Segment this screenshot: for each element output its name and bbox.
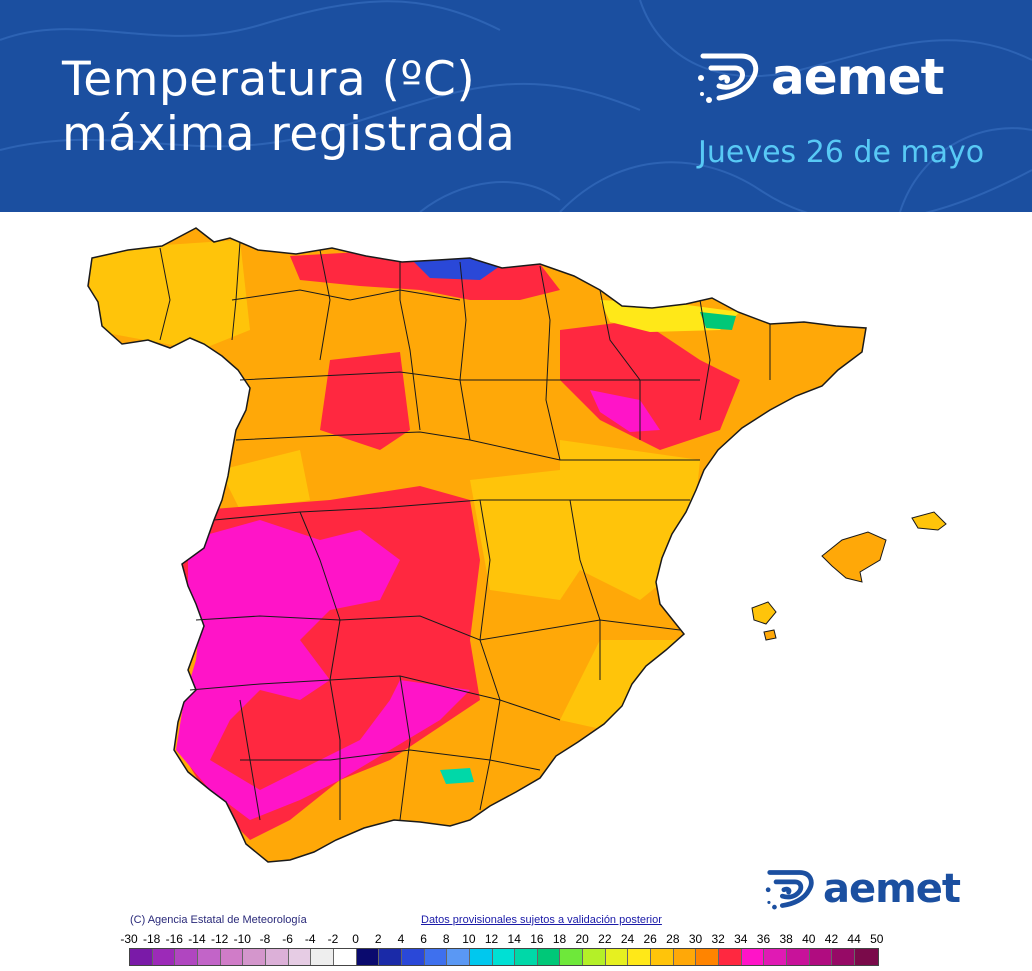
aemet-swirl-logo-icon [698, 53, 759, 103]
legend-tick-label: -16 [165, 932, 183, 946]
legend-tick-label: 38 [779, 932, 793, 946]
mainland-spain [87, 227, 867, 863]
temperature-map [87, 227, 947, 863]
legend-swatch [560, 949, 584, 965]
map-title: Temperatura (ºC) máxima registrada [62, 52, 515, 162]
legend-tick-label: -12 [210, 932, 229, 946]
legend-tick-label: -6 [282, 932, 293, 946]
temperature-color-scale [129, 948, 879, 966]
legend-swatch [696, 949, 720, 965]
legend-swatch [424, 949, 448, 965]
legend-tick-label: 12 [484, 932, 499, 946]
legend-swatch [583, 949, 606, 965]
legend-swatch [628, 949, 652, 965]
legend-swatch [243, 949, 266, 965]
legend-swatch [265, 949, 289, 965]
aemet-logo-footer: aemet [765, 866, 961, 912]
legend-swatch [175, 949, 198, 965]
legend-tick-label: -8 [259, 932, 271, 946]
balearic-islands [751, 511, 947, 641]
aemet-wordmark: aemet [823, 866, 961, 912]
legend-swatch [356, 949, 380, 965]
legend-swatch [719, 949, 742, 965]
legend-tick-label: 16 [530, 932, 544, 946]
legend-swatch [333, 949, 357, 965]
legend-swatch [515, 949, 538, 965]
legend-tick-label: 10 [462, 932, 476, 946]
legend-swatch [152, 949, 176, 965]
legend-swatch [130, 949, 153, 965]
legend-tick-label: 40 [802, 932, 816, 946]
legend-tick-label: 26 [643, 932, 657, 946]
legend-swatch [741, 949, 765, 965]
legend-tick-label: 0 [352, 932, 359, 946]
legend-swatch [447, 949, 470, 965]
province-borders [159, 241, 771, 821]
legend-swatch [537, 949, 561, 965]
legend-tick-label: 24 [620, 932, 635, 946]
legend-swatch [311, 949, 334, 965]
aemet-swirl-logo-icon [765, 870, 814, 910]
legend-tick-label: 18 [552, 932, 567, 946]
legend-swatch [764, 949, 788, 965]
legend-swatch [197, 949, 221, 965]
legend-tick-label: 50 [870, 932, 884, 946]
legend-swatch [469, 949, 493, 965]
legend-tick-label: 6 [420, 932, 427, 946]
legend-tick-labels: -30 -18 -16 -14 -12 -10 -8 -6 -4 -2 0 2 4 6 8 10 12 14 16 1… [0, 932, 1032, 946]
legend-swatch [288, 949, 312, 965]
title-line-1: Temperatura (ºC) [62, 52, 476, 107]
legend-tick-label: 32 [711, 932, 725, 946]
legend-tick-label: -2 [327, 932, 339, 946]
legend-tick-label: 4 [397, 932, 405, 946]
legend-swatch [855, 949, 878, 965]
legend-tick-label: -4 [304, 932, 316, 946]
legend-tick-label: -10 [233, 932, 251, 946]
legend-swatch [673, 949, 697, 965]
legend-swatch [832, 949, 855, 965]
legend-tick-label: 34 [734, 932, 748, 946]
header-banner: Temperatura (ºC) máxima registrada aemet… [0, 0, 1032, 212]
legend-swatch [787, 949, 810, 965]
aemet-wordmark: aemet [771, 48, 945, 106]
legend-tick-label: 20 [575, 932, 589, 946]
date-label: Jueves 26 de mayo [698, 135, 985, 170]
legend-tick-label: 28 [666, 932, 680, 946]
title-line-2: máxima registrada [62, 107, 516, 162]
decorative-contour-lines [0, 0, 1032, 212]
legend-tick-label: 8 [442, 932, 450, 946]
legend-tick-label: 2 [374, 932, 382, 946]
legend-tick-label: 36 [756, 932, 771, 946]
disclaimer-link[interactable]: Datos provisionales sujetos a validación… [421, 914, 662, 926]
legend-tick-label: 22 [598, 932, 612, 946]
legend-tick-label: -18 [142, 932, 161, 946]
legend-tick-label: 42 [824, 932, 839, 946]
legend-swatch [401, 949, 425, 965]
legend-swatch [379, 949, 402, 965]
legend-tick-label: -14 [188, 932, 206, 946]
aemet-logo: aemet [697, 48, 945, 106]
legend-tick-label: -30 [120, 932, 138, 946]
legend-tick-label: 30 [688, 932, 703, 946]
legend-swatch [651, 949, 674, 965]
legend-swatch [605, 949, 629, 965]
legend-tick-label: 44 [847, 932, 861, 946]
legend-swatch [220, 949, 244, 965]
legend-swatch [809, 949, 833, 965]
copyright-text: (C) Agencia Estatal de Meteorología [130, 914, 307, 926]
legend-swatch [492, 949, 516, 965]
legend-tick-label: 14 [507, 932, 521, 946]
